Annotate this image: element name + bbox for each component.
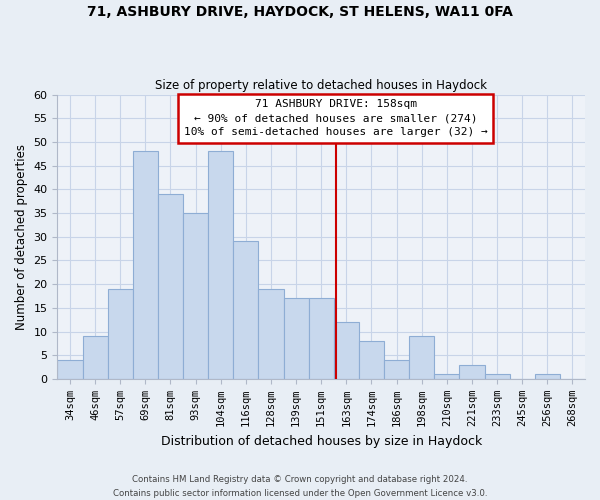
Bar xyxy=(308,298,334,379)
Bar xyxy=(485,374,509,379)
Bar xyxy=(233,242,259,379)
Text: 71 ASHBURY DRIVE: 158sqm
← 90% of detached houses are smaller (274)
10% of semi-: 71 ASHBURY DRIVE: 158sqm ← 90% of detach… xyxy=(184,100,488,138)
Bar xyxy=(58,360,83,379)
Text: 71, ASHBURY DRIVE, HAYDOCK, ST HELENS, WA11 0FA: 71, ASHBURY DRIVE, HAYDOCK, ST HELENS, W… xyxy=(87,5,513,19)
Bar xyxy=(107,289,133,379)
Bar xyxy=(208,152,233,379)
Title: Size of property relative to detached houses in Haydock: Size of property relative to detached ho… xyxy=(155,79,487,92)
Bar xyxy=(334,322,359,379)
Bar xyxy=(158,194,183,379)
Bar xyxy=(284,298,308,379)
Bar xyxy=(460,364,485,379)
Text: Contains HM Land Registry data © Crown copyright and database right 2024.
Contai: Contains HM Land Registry data © Crown c… xyxy=(113,476,487,498)
Bar xyxy=(133,152,158,379)
Bar xyxy=(183,213,208,379)
Bar xyxy=(259,289,284,379)
Bar xyxy=(409,336,434,379)
Bar xyxy=(359,341,384,379)
Bar xyxy=(535,374,560,379)
Bar xyxy=(83,336,107,379)
Y-axis label: Number of detached properties: Number of detached properties xyxy=(15,144,28,330)
Bar xyxy=(384,360,409,379)
Bar xyxy=(434,374,460,379)
X-axis label: Distribution of detached houses by size in Haydock: Distribution of detached houses by size … xyxy=(161,434,482,448)
